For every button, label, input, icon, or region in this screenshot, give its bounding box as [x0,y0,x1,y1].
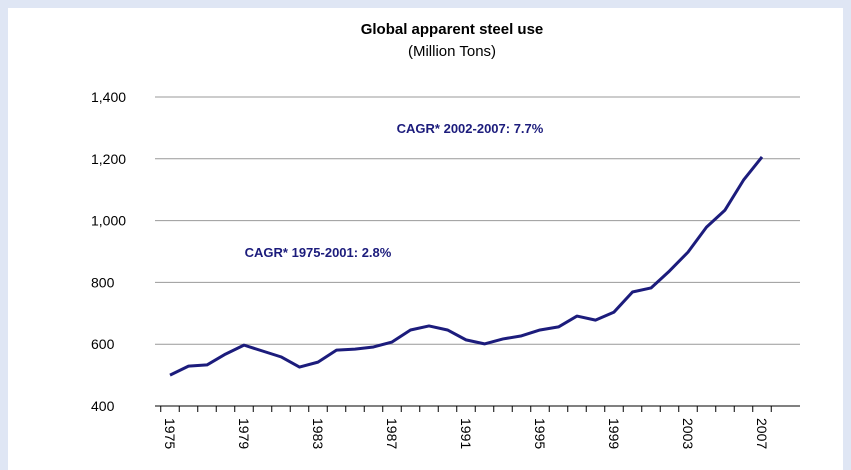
x-tick-label: 1979 [236,418,252,449]
chart-panel [8,8,843,470]
y-tick-label: 1,000 [91,213,126,229]
x-tick-label: 2007 [754,418,770,449]
y-tick-label: 400 [91,398,115,414]
x-tick-label: 1975 [162,418,178,449]
x-tick-label: 1987 [384,418,400,449]
annotation: CAGR* 2002-2007: 7.7% [397,121,544,136]
y-tick-label: 600 [91,336,115,352]
chart-title: Global apparent steel use [361,21,544,38]
chart-subtitle: (Million Tons) [408,43,496,60]
y-tick-label: 1,200 [91,151,126,167]
data-line [169,156,764,377]
x-tick-label: 2003 [680,418,696,449]
y-tick-label: 800 [91,274,115,290]
x-tick-label: 1983 [310,418,326,449]
x-tick-label: 1995 [532,418,548,449]
x-tick-label: 1991 [458,418,474,449]
annotation: CAGR* 1975-2001: 2.8% [245,245,392,260]
y-tick-label: 1,400 [91,89,126,105]
x-tick-label: 1999 [606,418,622,449]
